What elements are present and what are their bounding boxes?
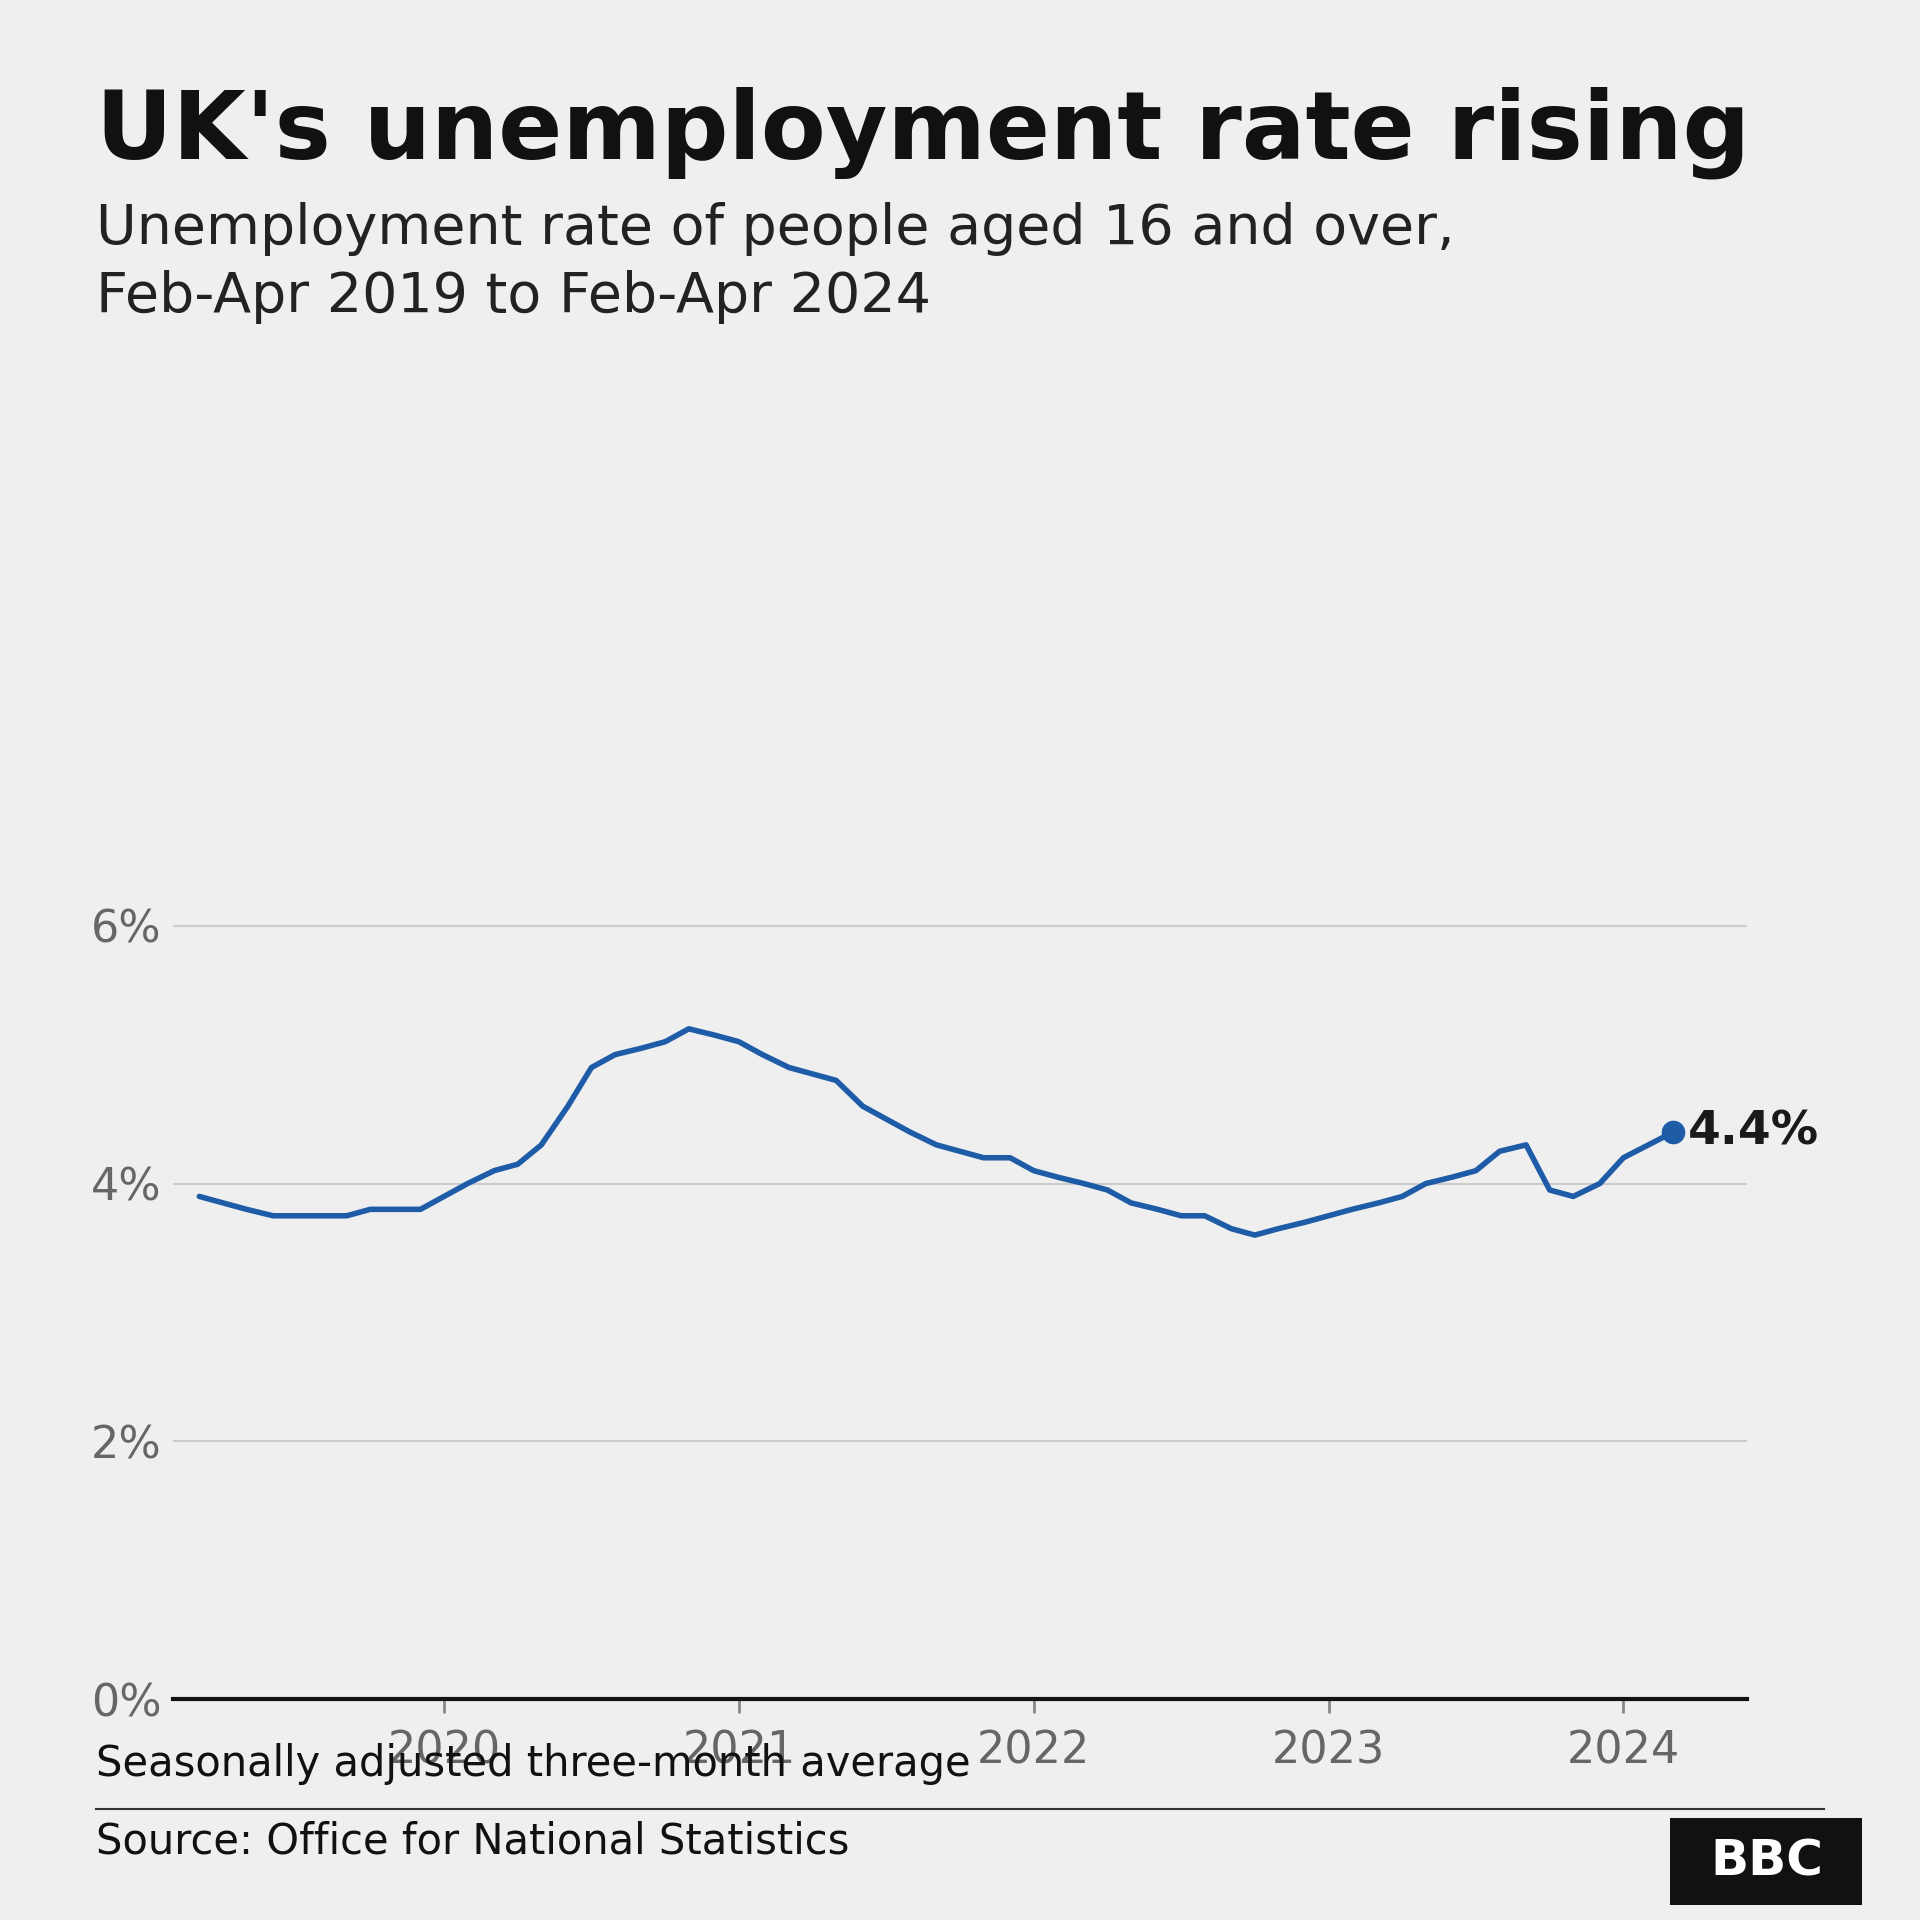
Text: BBC: BBC <box>1711 1837 1822 1885</box>
Text: Seasonally adjusted three-month average: Seasonally adjusted three-month average <box>96 1743 972 1786</box>
Text: Source: Office for National Statistics: Source: Office for National Statistics <box>96 1820 849 1862</box>
Text: Unemployment rate of people aged 16 and over,
Feb-Apr 2019 to Feb-Apr 2024: Unemployment rate of people aged 16 and … <box>96 202 1455 324</box>
Text: 4.4%: 4.4% <box>1688 1110 1820 1154</box>
Text: UK's unemployment rate rising: UK's unemployment rate rising <box>96 86 1751 179</box>
